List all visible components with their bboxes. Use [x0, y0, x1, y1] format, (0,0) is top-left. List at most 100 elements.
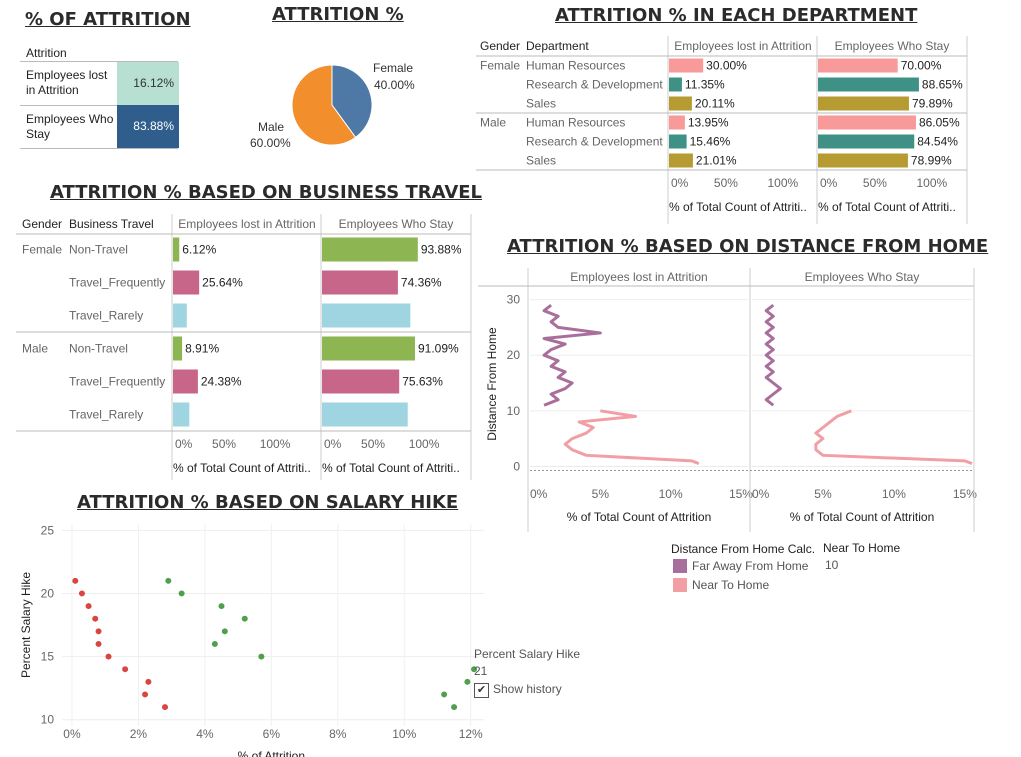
- summary-row-stay[interactable]: Employees Who Stay: [20, 106, 117, 148]
- scatter-point-red: [72, 577, 79, 584]
- gender-label-female: Female: [22, 243, 62, 257]
- bar-lost: [669, 115, 685, 130]
- scatter-point-red: [105, 653, 112, 660]
- scatter-point-red: [78, 590, 85, 597]
- scatter-point-green: [464, 678, 471, 685]
- legend-label-near[interactable]: Near To Home: [692, 578, 770, 592]
- legend-swatch-near[interactable]: [673, 578, 687, 592]
- summary-row-lost[interactable]: Employees lost in Attrition: [20, 62, 117, 104]
- bar-stay: [322, 270, 398, 295]
- summary-value-stay[interactable]: 83.88%: [117, 105, 179, 148]
- x-tick: 15%: [729, 487, 753, 501]
- salary-scatter-chart: 10 15 20 25 0% 2% 4% 6% 8% 10% 12% % of Attrition Pe…: [19, 523, 484, 757]
- row-header-category: Department: [526, 39, 589, 53]
- scatter-point-green: [221, 628, 228, 635]
- scatter-point-red: [145, 678, 152, 685]
- distance-tooltip-value: 10: [825, 558, 839, 572]
- series-line-near: [563, 409, 700, 466]
- bar-label: 88.65%: [922, 78, 963, 92]
- axis-tick: 100%: [260, 437, 291, 451]
- salary-tooltip-label: Percent Salary Hike: [474, 647, 581, 661]
- scatter-point-red: [122, 666, 129, 673]
- summary-value-lost[interactable]: 16.12%: [117, 62, 179, 105]
- x-axis-label: % of Attrition: [238, 749, 305, 757]
- scatter-point-red: [92, 615, 99, 622]
- series-line-far: [764, 303, 782, 407]
- category-label: Sales: [526, 97, 556, 111]
- scatter-point-green: [451, 704, 458, 711]
- x-tick: 10%: [659, 487, 683, 501]
- bar-stay: [818, 115, 916, 130]
- bar-label: 78.99%: [911, 154, 952, 168]
- bar-label: 93.88%: [421, 243, 462, 257]
- x-axis-label: % of Total Count of Attrition: [567, 510, 712, 524]
- bar-lost: [173, 369, 198, 394]
- axis-tick: 100%: [409, 437, 440, 451]
- scatter-point-green: [218, 603, 225, 610]
- x-tick: 15%: [953, 487, 977, 501]
- bar-label: 15.46%: [690, 135, 731, 149]
- scatter-point-green: [258, 653, 265, 660]
- series-line-far: [542, 303, 602, 407]
- axis-tick: 0%: [671, 176, 689, 190]
- bar-lost: [173, 402, 190, 427]
- axis-label: % of Total Count of Attriti..: [322, 461, 460, 475]
- salary-title: ATTRITION % BASED ON SALARY HIKE: [77, 492, 459, 513]
- pie-value-male: 60.00%: [250, 136, 291, 150]
- bar-label: 86.05%: [919, 116, 960, 130]
- pie-label-male: Male: [258, 120, 284, 134]
- axis-tick: 0%: [324, 437, 342, 451]
- legend-swatch-far[interactable]: [673, 559, 687, 573]
- bar-stay: [818, 58, 898, 73]
- bar-stay: [818, 153, 908, 168]
- pie-value-female: 40.00%: [374, 78, 415, 92]
- gender-label-female: Female: [480, 59, 520, 73]
- x-tick: 5%: [814, 487, 832, 501]
- gender-label-male: Male: [480, 116, 506, 130]
- y-axis-label: Distance From Home: [485, 327, 499, 441]
- axis-tick: 0%: [820, 176, 838, 190]
- show-history-checkbox[interactable]: ✔: [474, 683, 489, 698]
- dept-bar-chart: Gender Department Employees lost in Attrit…: [476, 36, 968, 224]
- axis-tick: 100%: [767, 176, 798, 190]
- scatter-point-green: [241, 615, 248, 622]
- category-label: Travel_Rarely: [69, 408, 143, 422]
- axis-tick: 50%: [714, 176, 738, 190]
- bar-label: 25.64%: [202, 276, 243, 290]
- bar-stay: [322, 369, 400, 394]
- y-tick: 30: [507, 293, 521, 307]
- scatter-point-red: [85, 603, 92, 610]
- summary-header: Attrition: [26, 46, 67, 60]
- summary-label-lost: Employees lost in Attrition: [26, 68, 108, 97]
- bar-label: 21.01%: [696, 154, 737, 168]
- bar-label: 13.95%: [688, 116, 729, 130]
- legend-label-far[interactable]: Far Away From Home: [692, 559, 809, 573]
- bar-stay: [322, 336, 415, 361]
- bar-lost: [173, 303, 187, 328]
- category-label: Travel_Frequently: [69, 375, 165, 389]
- bar-label: 11.35%: [685, 78, 725, 92]
- show-history-label[interactable]: Show history: [493, 682, 562, 696]
- scatter-point-red: [95, 640, 102, 647]
- x-tick: 12%: [459, 727, 483, 741]
- x-tick: 6%: [263, 727, 281, 741]
- bar-stay: [322, 237, 418, 262]
- panel-header-0: Employees lost in Attrition: [178, 217, 315, 231]
- axis-label: % of Total Count of Attriti..: [818, 200, 956, 214]
- category-label: Non-Travel: [69, 342, 128, 356]
- category-label: Travel_Rarely: [69, 309, 143, 323]
- scatter-point-green: [471, 666, 478, 673]
- category-label: Non-Travel: [69, 243, 128, 257]
- scatter-point-red: [162, 704, 169, 711]
- distance-tooltip-label: Near To Home: [823, 541, 901, 555]
- x-tick: 5%: [592, 487, 610, 501]
- bar-label: 74.36%: [401, 276, 442, 290]
- x-tick: 10%: [392, 727, 416, 741]
- x-tick: 4%: [196, 727, 214, 741]
- y-tick: 20: [41, 586, 55, 600]
- bar-lost: [669, 96, 692, 111]
- bar-stay: [322, 303, 411, 328]
- bar-label: 6.12%: [182, 243, 216, 257]
- category-label: Research & Development: [526, 135, 663, 149]
- bar-lost: [173, 237, 180, 262]
